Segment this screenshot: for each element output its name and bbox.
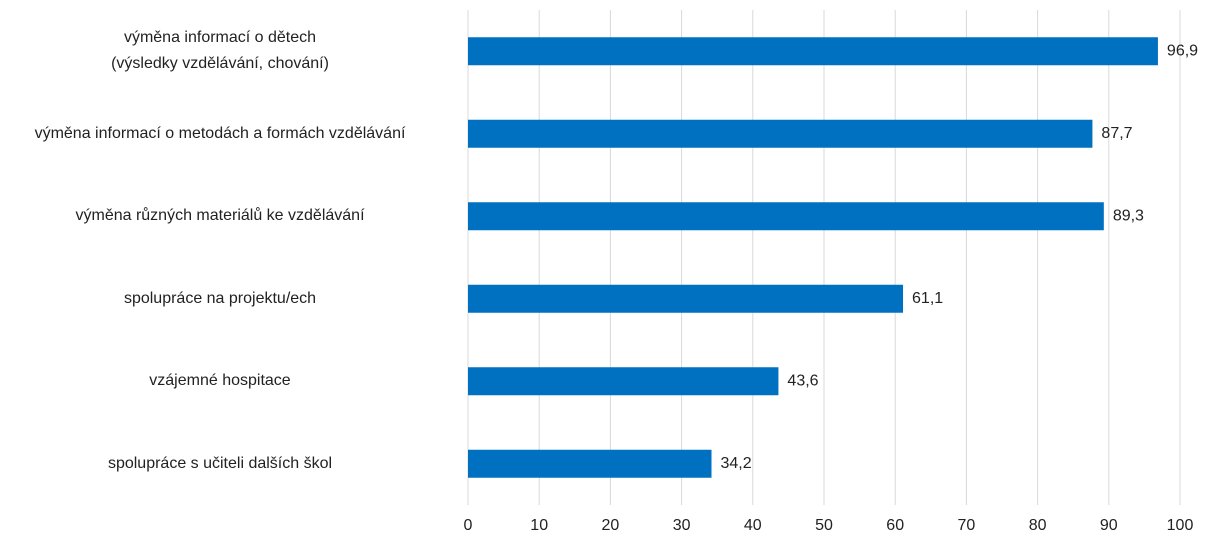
x-tick-label: 0 [464, 517, 473, 534]
bar [468, 37, 1158, 66]
x-tick-label: 70 [958, 517, 976, 534]
value-label: 34,2 [721, 455, 752, 472]
bar [468, 367, 779, 396]
x-tick-label: 40 [744, 517, 762, 534]
value-label: 87,7 [1101, 125, 1132, 142]
y-tick-label: spolupráce s učiteli dalších škol [107, 454, 333, 472]
x-tick-label: 80 [1029, 517, 1047, 534]
y-tick-label: spolupráce na projektu/ech [123, 289, 317, 307]
value-label: 96,9 [1167, 42, 1198, 59]
value-label: 89,3 [1113, 207, 1144, 224]
y-tick-label: výměna informací o metodách a formách vz… [34, 124, 406, 142]
x-tick-label: 30 [673, 517, 691, 534]
bar [468, 119, 1093, 148]
bar [468, 202, 1104, 231]
y-tick-label: vzájemné hospitace [149, 372, 291, 390]
x-tick-label: 20 [602, 517, 620, 534]
y-tick-label: výměna informací o dětech (výsledky vzdě… [111, 29, 329, 73]
bar [468, 284, 904, 313]
x-tick-label: 60 [886, 517, 904, 534]
value-label: 61,1 [912, 290, 943, 307]
x-tick-label: 10 [530, 517, 548, 534]
x-tick-label: 50 [815, 517, 833, 534]
x-tick-label: 100 [1167, 517, 1194, 534]
bar [468, 449, 712, 478]
value-label: 43,6 [787, 372, 818, 389]
x-tick-label: 90 [1100, 517, 1118, 534]
y-tick-label: výměna různých materiálů ke vzdělávání [75, 207, 365, 225]
